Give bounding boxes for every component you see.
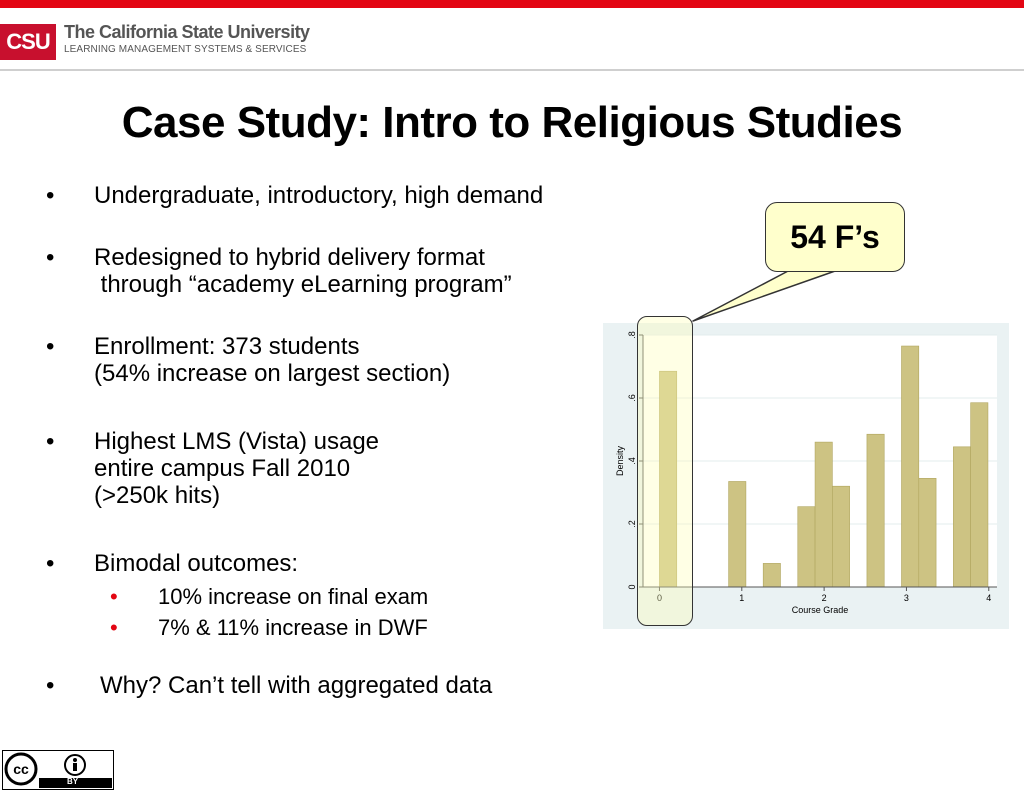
- bullet-line: Redesigned to hybrid delivery format: [94, 244, 485, 271]
- x-tick-label: 0: [657, 593, 662, 603]
- bullet-line: Enrollment: 373 students: [94, 333, 360, 360]
- x-tick-label: 3: [904, 593, 909, 603]
- histogram-svg: 0 .2 .4 .6 .8 0 1 2 3 4 Course Grade Density: [603, 323, 1009, 629]
- bullet-dot: •: [46, 550, 55, 577]
- bullet-line: (>250k hits): [94, 482, 221, 509]
- bullet-dot: •: [46, 672, 55, 699]
- y-axis-label: Density: [615, 445, 625, 476]
- top-accent-bar: [0, 0, 1024, 8]
- bullet-dot: •: [46, 244, 55, 271]
- bullet-item: • Enrollment: 373 students (54% increase…: [46, 333, 451, 387]
- bullet-dot: •: [46, 182, 55, 209]
- csu-logo: CSU: [0, 24, 56, 60]
- sub-bullet-item: • 7% & 11% increase in DWF: [110, 614, 428, 641]
- bullet-dot: •: [46, 428, 55, 455]
- x-tick-label: 4: [986, 593, 991, 603]
- bullet-dot: •: [46, 333, 55, 360]
- svg-text:cc: cc: [13, 761, 29, 777]
- sub-bullet-line: 7% & 11% increase in DWF: [158, 615, 428, 640]
- f-grade-highlight: [637, 316, 693, 626]
- bullet-line: (54% increase on largest section): [94, 360, 451, 387]
- slide-title: Case Study: Intro to Religious Studies: [121, 98, 903, 147]
- sub-bullet-dot: •: [110, 615, 118, 640]
- y-tick-label: 0: [627, 584, 637, 589]
- y-tick-label: .2: [627, 520, 637, 528]
- bullet-item: • Undergraduate, introductory, high dema…: [46, 182, 544, 209]
- bullet-line: Undergraduate, introductory, high demand: [94, 182, 544, 209]
- bullet-item: • Why? Can’t tell with aggregated data: [46, 672, 493, 699]
- sub-bullet-line: 10% increase on final exam: [158, 584, 429, 609]
- bullet-item: • Bimodal outcomes:: [46, 550, 299, 577]
- bullet-line: entire campus Fall 2010: [94, 455, 351, 482]
- sub-bullet-dot: •: [110, 584, 118, 609]
- bullet-item: • Redesigned to hybrid delivery format t…: [46, 244, 512, 298]
- department-name: LEARNING MANAGEMENT SYSTEMS & SERVICES: [64, 44, 307, 55]
- y-tick-label: .8: [627, 331, 637, 339]
- x-axis-label: Course Grade: [792, 605, 849, 615]
- header-divider: [0, 69, 1024, 71]
- f-count-callout: 54 F’s: [765, 202, 905, 272]
- bullet-line: through “academy eLearning program”: [94, 271, 512, 298]
- bullet-line: Why? Can’t tell with aggregated data: [100, 672, 493, 699]
- y-tick-label: .6: [627, 394, 637, 402]
- bullet-line: Bimodal outcomes:: [94, 550, 299, 577]
- bullet-item: • Highest LMS (Vista) usage entire campu…: [46, 428, 380, 509]
- sub-bullet-item: • 10% increase on final exam: [110, 583, 429, 610]
- x-tick-label: 1: [739, 593, 744, 603]
- license-label: BY: [67, 777, 79, 786]
- creative-commons-by-icon: cc: [3, 751, 112, 788]
- grade-histogram: 0 .2 .4 .6 .8 0 1 2 3 4 Course Grade Density: [603, 323, 1009, 629]
- y-tick-label: .4: [627, 457, 637, 465]
- bullet-line: Highest LMS (Vista) usage: [94, 428, 380, 455]
- x-tick-label: 2: [822, 593, 827, 603]
- university-name: The California State University: [64, 22, 310, 42]
- license-badge: cc BY: [2, 750, 114, 790]
